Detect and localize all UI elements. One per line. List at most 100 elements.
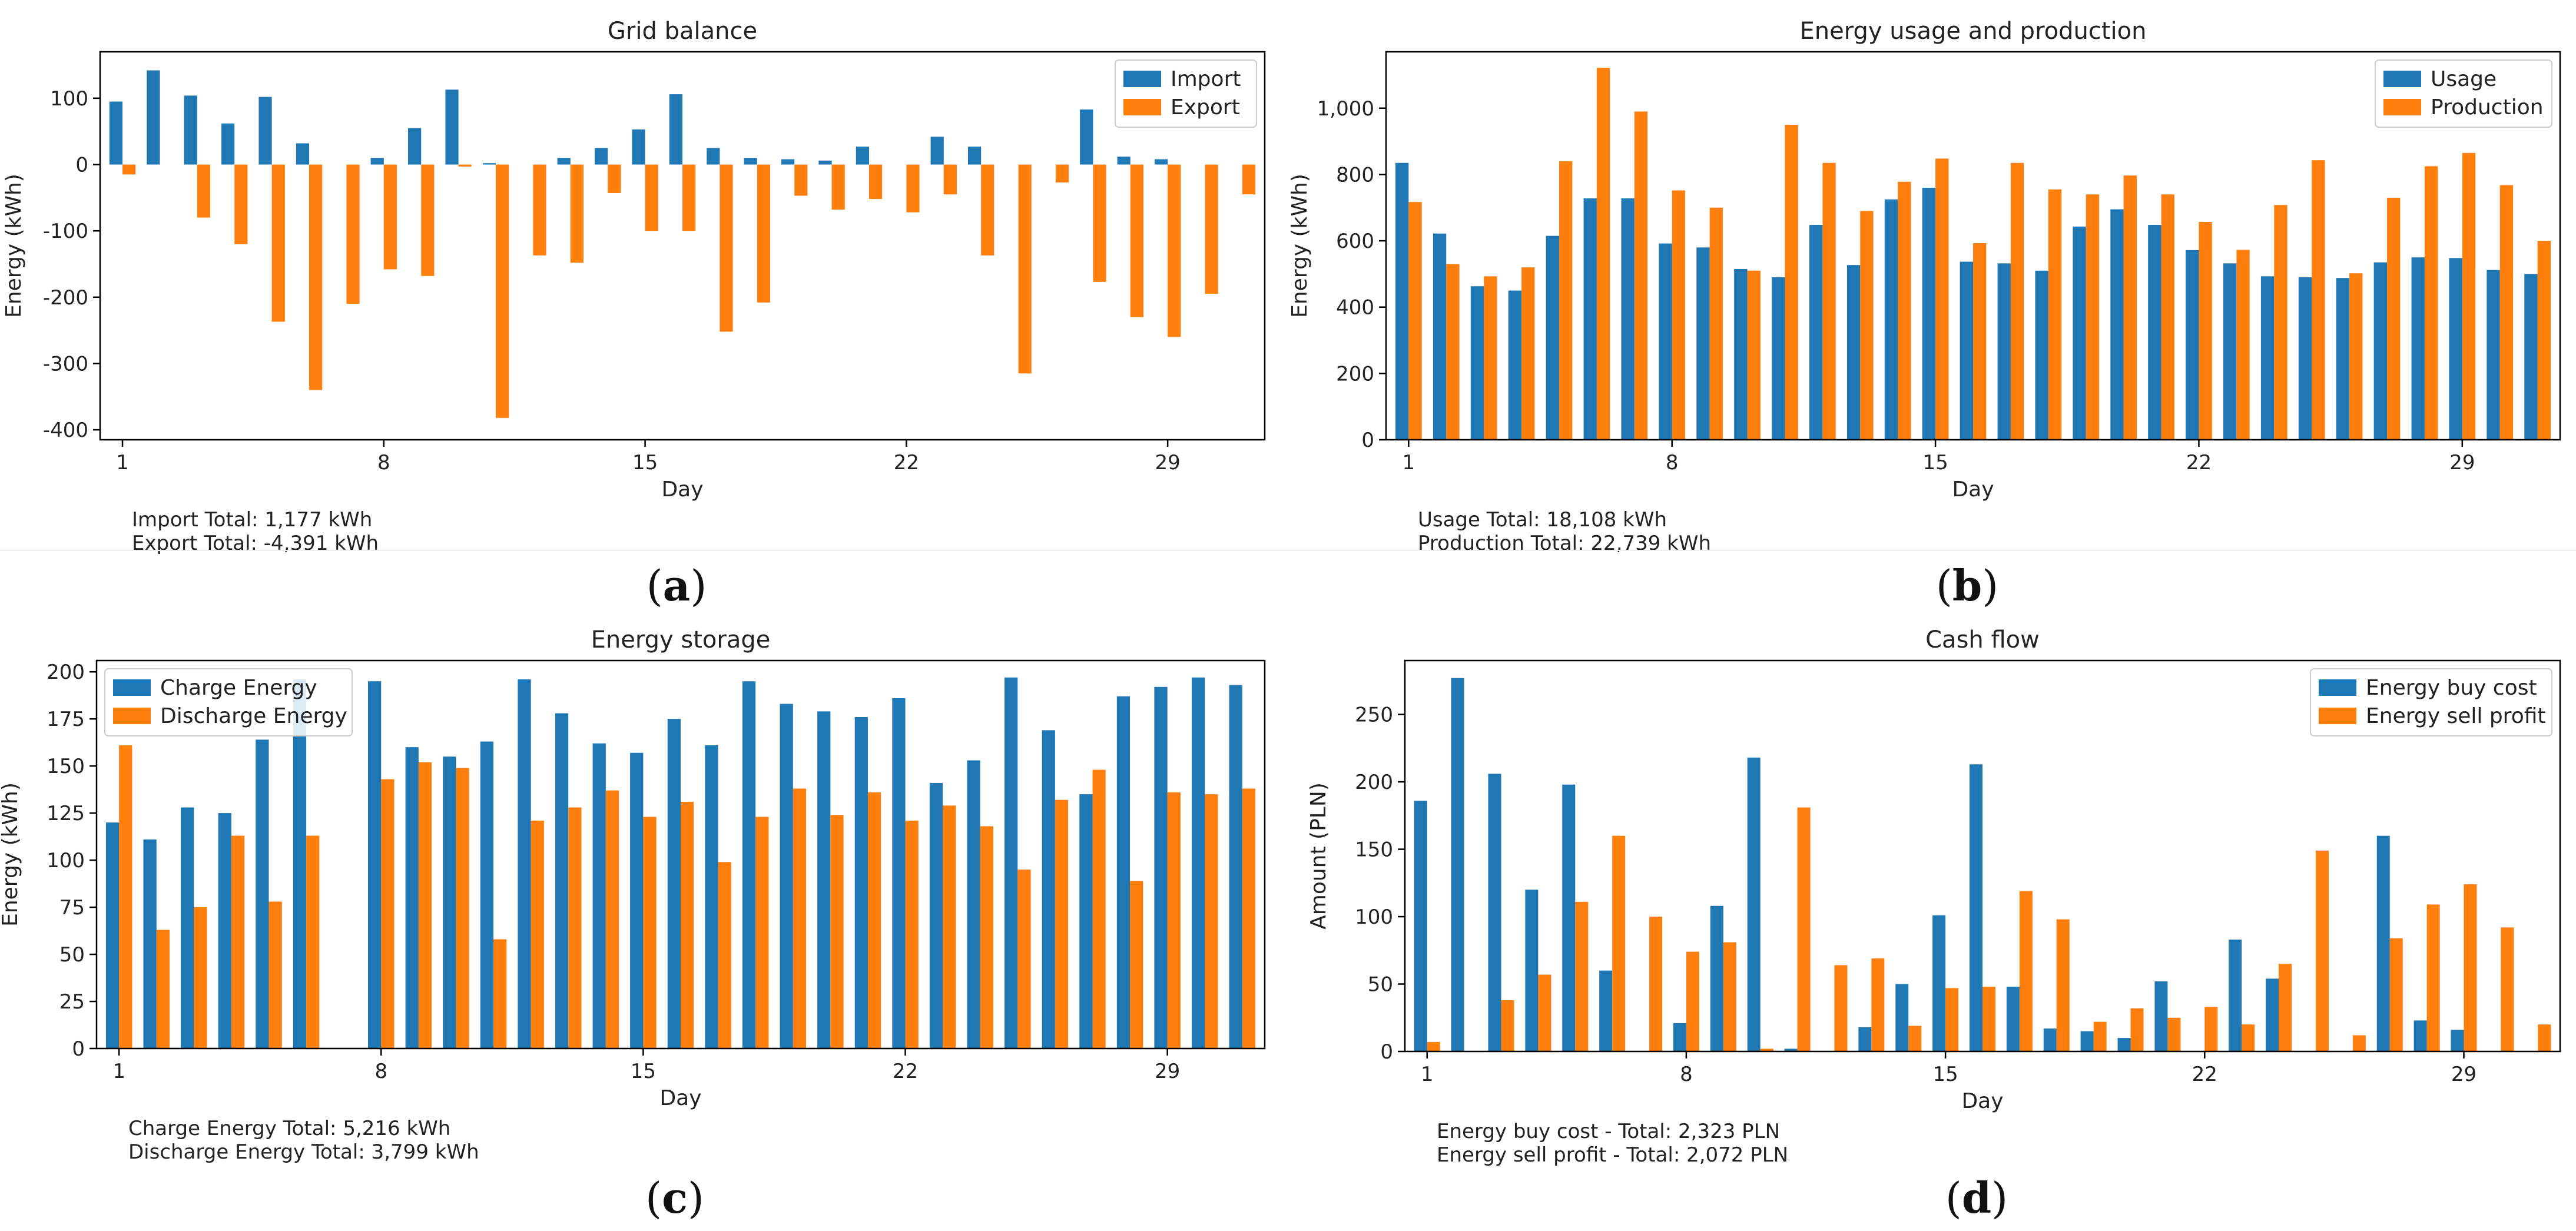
y-tick-label: -100 bbox=[43, 220, 88, 243]
bar bbox=[482, 163, 496, 165]
bar bbox=[2349, 273, 2363, 440]
total-annotation: Discharge Energy Total: 3,799 kWh bbox=[128, 1140, 479, 1164]
bar bbox=[1470, 286, 1484, 440]
total-annotation: Production Total: 22,739 kWh bbox=[1418, 532, 1711, 555]
bar bbox=[1709, 207, 1723, 440]
y-tick-label: 200 bbox=[1355, 771, 1393, 794]
total-annotation: Charge Energy Total: 5,216 kWh bbox=[128, 1117, 450, 1140]
bar bbox=[271, 164, 285, 322]
x-tick-label: 22 bbox=[894, 451, 919, 475]
bar bbox=[1508, 290, 1522, 440]
caption-paren-close: ) bbox=[688, 1173, 704, 1223]
bar bbox=[555, 713, 569, 1048]
bar bbox=[1860, 211, 1874, 440]
legend-label: Usage bbox=[2431, 67, 2497, 91]
chart-panel-a: Grid balance 100 0 -100 -200 -300 -400 1 8 15 22 29… bbox=[2, 18, 1266, 610]
y-tick-label: 1,000 bbox=[1317, 97, 1374, 121]
bar bbox=[2073, 226, 2086, 440]
bar bbox=[109, 101, 123, 165]
bar bbox=[682, 164, 696, 231]
caption-paren-open: ( bbox=[1936, 561, 1952, 610]
bar bbox=[980, 826, 993, 1048]
caption-letter: d bbox=[1962, 1173, 1991, 1223]
bar bbox=[1895, 984, 1909, 1051]
legend-label: Energy buy cost bbox=[2366, 676, 2537, 700]
bar bbox=[1596, 68, 1610, 440]
bar bbox=[1154, 159, 1168, 165]
bar bbox=[1562, 784, 1576, 1051]
bar bbox=[2242, 1024, 2255, 1051]
bar bbox=[2524, 274, 2538, 440]
bar bbox=[2501, 927, 2514, 1051]
legend-label: Production bbox=[2431, 95, 2544, 120]
bar bbox=[296, 143, 310, 165]
bar bbox=[2449, 258, 2462, 440]
bar bbox=[1484, 276, 1497, 440]
x-axis-label: Day bbox=[1961, 1089, 2003, 1113]
y-tick-label: 800 bbox=[1336, 163, 1374, 187]
bar bbox=[1018, 164, 1032, 374]
bar-series-1 bbox=[1395, 162, 2538, 440]
x-tick-label: 8 bbox=[1666, 451, 1679, 475]
x-tick-label: 29 bbox=[1155, 1060, 1180, 1083]
chart-panel-d: Cash flow 0 50 100 150 200 250 1 8 15 22 29 Day Amoun… bbox=[1307, 626, 2561, 1223]
x-tick-label: 29 bbox=[1155, 451, 1181, 475]
bar bbox=[181, 807, 194, 1048]
bar bbox=[1723, 942, 1736, 1051]
bar bbox=[2006, 987, 2020, 1051]
caption-paren-close: ) bbox=[1991, 1173, 2008, 1223]
bar bbox=[194, 907, 207, 1048]
bar bbox=[1696, 247, 1710, 440]
bar bbox=[817, 711, 831, 1048]
bar bbox=[2048, 189, 2062, 440]
bar bbox=[2451, 1030, 2464, 1051]
bar bbox=[1932, 915, 1946, 1051]
bar bbox=[268, 901, 282, 1048]
y-axis-label: Energy (kWh) bbox=[2, 174, 26, 318]
bar bbox=[221, 123, 235, 165]
caption-paren-open: ( bbox=[647, 561, 663, 610]
bar bbox=[1117, 156, 1130, 165]
bar bbox=[669, 94, 682, 165]
bar bbox=[645, 164, 658, 231]
bar bbox=[592, 743, 606, 1048]
x-tick-label: 8 bbox=[1680, 1063, 1693, 1086]
bar bbox=[1427, 1041, 1440, 1051]
legend-label: Discharge Energy bbox=[160, 704, 347, 728]
bar bbox=[383, 164, 397, 270]
total-annotation: Import Total: 1,177 kWh bbox=[132, 508, 372, 532]
caption-paren-open: ( bbox=[645, 1173, 662, 1223]
bar bbox=[1834, 965, 1848, 1051]
bar bbox=[105, 822, 120, 1048]
bar bbox=[1167, 792, 1181, 1048]
bar-series-2 bbox=[119, 745, 1256, 1048]
subfigure-caption: (d) bbox=[1945, 1173, 2008, 1223]
bar bbox=[1621, 198, 1635, 440]
y-tick-label: 250 bbox=[1355, 704, 1393, 727]
bar-series-2 bbox=[1427, 807, 2551, 1051]
bar bbox=[1501, 1000, 1514, 1051]
legend-label: Export bbox=[1171, 95, 1240, 120]
bar bbox=[570, 164, 584, 263]
bar bbox=[1599, 970, 1613, 1051]
legend-swatch bbox=[113, 708, 151, 724]
bar bbox=[1093, 164, 1106, 282]
y-tick-label: -300 bbox=[43, 352, 88, 376]
bar bbox=[608, 164, 621, 193]
bar bbox=[793, 788, 807, 1048]
bar bbox=[1575, 901, 1589, 1051]
bar bbox=[718, 862, 731, 1048]
bar bbox=[781, 159, 795, 165]
bar bbox=[184, 95, 197, 165]
y-axis-label: Amount (PLN) bbox=[1307, 782, 1331, 930]
total-annotation: Usage Total: 18,108 kWh bbox=[1418, 508, 1667, 532]
x-tick-label: 22 bbox=[2192, 1063, 2217, 1086]
bar bbox=[2312, 160, 2325, 440]
bar bbox=[143, 839, 157, 1048]
bar bbox=[830, 815, 844, 1048]
bar bbox=[943, 805, 956, 1048]
bar bbox=[1935, 158, 1949, 440]
bar bbox=[868, 164, 883, 200]
